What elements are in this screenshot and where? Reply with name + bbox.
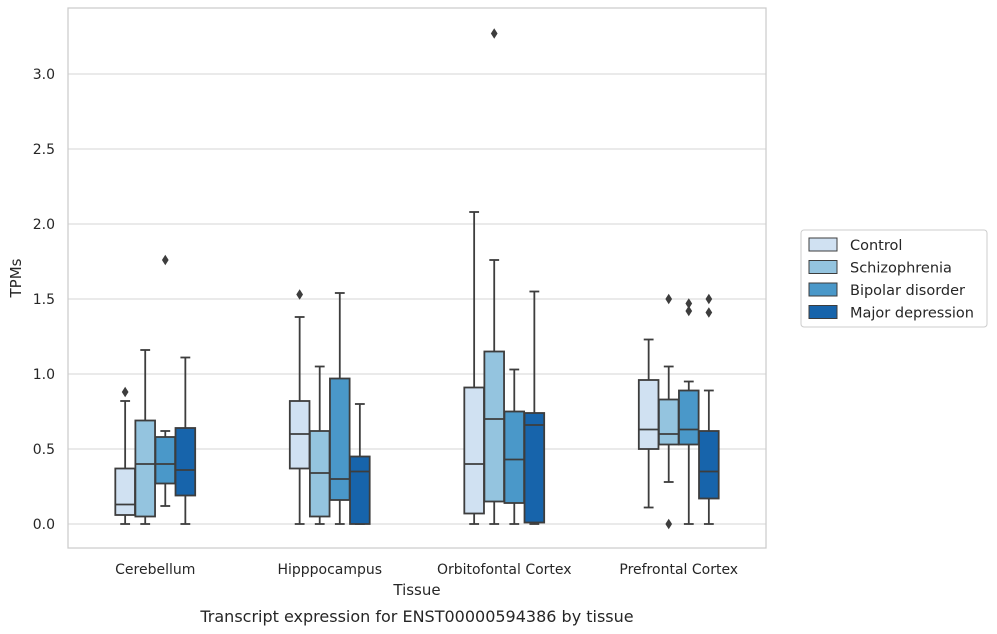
box-1-1	[308, 365, 331, 525]
box-iqr	[637, 379, 660, 450]
outlier-marker	[121, 386, 129, 398]
x-tick-label: Orbitofontal Cortex	[437, 562, 572, 578]
x-axis-label: Tissue	[392, 581, 440, 599]
box-iqr	[503, 410, 526, 504]
x-tick-label: Cerebellum	[115, 562, 195, 578]
box-iqr	[349, 455, 371, 525]
box-0-1	[134, 349, 156, 525]
box-0-2	[154, 254, 177, 507]
legend-frame	[800, 229, 988, 328]
x-tick-label: Hipppocampus	[277, 562, 382, 578]
box-iqr	[134, 419, 156, 518]
outlier-marker	[665, 293, 673, 305]
x-tick-labels: Cerebellum Hipppocampus Orbitofontal Corte…	[115, 562, 738, 578]
y-axis-label: TPMs	[7, 258, 25, 298]
y-tick-label: 2.0	[33, 217, 55, 233]
box-iqr	[523, 412, 546, 524]
chart-caption: Transcript expression for ENST0000059438…	[199, 607, 633, 626]
box-3-0	[637, 338, 660, 509]
outlier-marker	[490, 28, 498, 39]
box-2-1	[483, 28, 505, 525]
y-tick-label: 1.0	[33, 367, 55, 383]
box-3-3	[698, 293, 720, 525]
boxes	[114, 28, 720, 530]
box-iqr	[174, 427, 197, 497]
outlier-marker	[665, 518, 673, 530]
legend: Control Schizophrenia Bipolar disorder Majo…	[800, 229, 988, 328]
x-tick-label: Prefrontal Cortex	[619, 562, 738, 578]
box-iqr	[114, 467, 136, 516]
outlier-marker	[296, 289, 304, 300]
box-0-0	[114, 386, 136, 525]
legend-swatch	[808, 237, 838, 252]
y-tick-label: 1.5	[33, 292, 55, 308]
y-tick-label: 2.5	[33, 142, 55, 158]
box-iqr	[483, 350, 505, 503]
legend-label: Schizophrenia	[850, 261, 952, 277]
box-2-0	[463, 211, 485, 525]
box-3-2	[678, 298, 700, 525]
plot-frame	[67, 7, 767, 549]
outlier-marker	[685, 305, 693, 317]
outlier-marker	[705, 307, 713, 318]
y-tick-labels: 0.0 0.5 1.0 1.5 2.0 2.5 3.0	[33, 67, 55, 533]
legend-swatch	[808, 305, 838, 319]
outlier-marker	[705, 293, 713, 305]
outlier-marker	[685, 298, 693, 309]
y-tick-label: 0.5	[33, 442, 55, 458]
legend-swatch	[808, 260, 838, 274]
box-2-2	[503, 368, 526, 525]
box-3-1	[657, 293, 680, 530]
y-tick-label: 0.0	[33, 517, 55, 533]
y-tick-label: 3.0	[33, 67, 55, 83]
box-iqr	[329, 377, 351, 501]
box-1-3	[349, 403, 371, 525]
legend-label: Bipolar disorder	[850, 283, 965, 299]
legend-label: Major depression	[850, 306, 974, 322]
box-iqr	[657, 398, 680, 446]
box-iqr	[154, 436, 177, 485]
box-iqr	[463, 386, 485, 515]
box-iqr	[698, 430, 720, 500]
legend-swatch	[808, 282, 838, 297]
outlier-marker	[161, 254, 169, 266]
box-iqr	[678, 389, 700, 446]
legend-label: Control	[850, 238, 902, 254]
box-2-3	[523, 290, 546, 525]
box-1-2	[329, 292, 351, 525]
box-1-0	[288, 289, 311, 525]
box-0-3	[174, 356, 197, 525]
